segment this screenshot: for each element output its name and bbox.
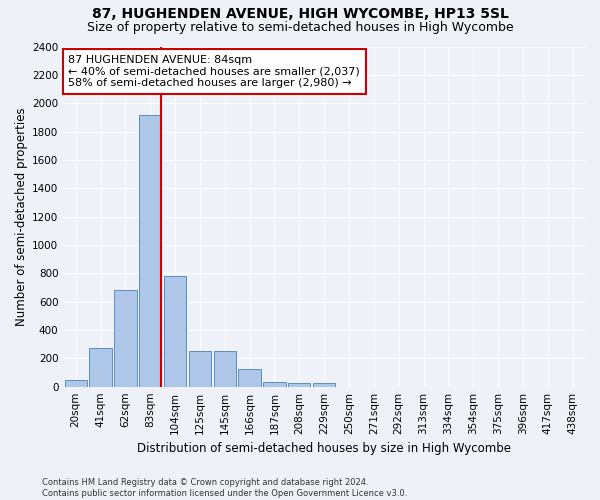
Bar <box>288 383 310 386</box>
Bar <box>313 383 335 386</box>
Bar <box>114 290 137 386</box>
X-axis label: Distribution of semi-detached houses by size in High Wycombe: Distribution of semi-detached houses by … <box>137 442 511 455</box>
Bar <box>164 276 186 386</box>
Y-axis label: Number of semi-detached properties: Number of semi-detached properties <box>15 108 28 326</box>
Text: Size of property relative to semi-detached houses in High Wycombe: Size of property relative to semi-detach… <box>86 21 514 34</box>
Bar <box>189 351 211 386</box>
Text: 87, HUGHENDEN AVENUE, HIGH WYCOMBE, HP13 5SL: 87, HUGHENDEN AVENUE, HIGH WYCOMBE, HP13… <box>92 8 508 22</box>
Bar <box>263 382 286 386</box>
Bar <box>89 348 112 387</box>
Bar <box>139 114 161 386</box>
Bar <box>238 369 261 386</box>
Text: 87 HUGHENDEN AVENUE: 84sqm
← 40% of semi-detached houses are smaller (2,037)
58%: 87 HUGHENDEN AVENUE: 84sqm ← 40% of semi… <box>68 55 360 88</box>
Bar <box>214 351 236 386</box>
Text: Contains HM Land Registry data © Crown copyright and database right 2024.
Contai: Contains HM Land Registry data © Crown c… <box>42 478 407 498</box>
Bar <box>65 380 87 386</box>
